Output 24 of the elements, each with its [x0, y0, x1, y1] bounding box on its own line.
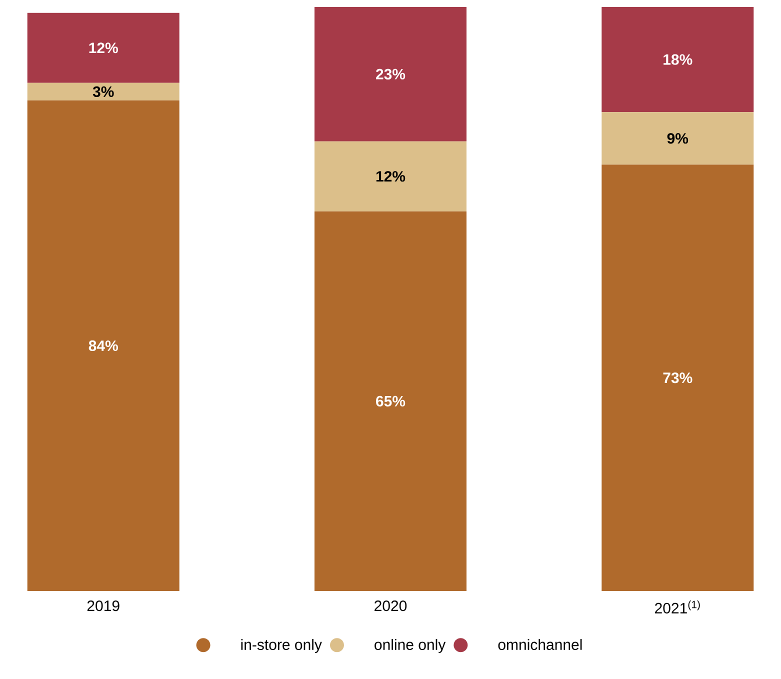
data-label: 18%	[664, 54, 692, 65]
legend-label: online only	[374, 638, 446, 653]
legend-label: omnichannel	[498, 638, 582, 650]
x-tick-label: 2019	[87, 600, 120, 612]
bar	[602, 6, 754, 112]
bar	[602, 164, 754, 591]
data-label: 84%	[88, 340, 118, 352]
bar	[314, 211, 467, 591]
data-label: 73%	[663, 372, 692, 384]
bar	[27, 82, 180, 100]
bar	[314, 6, 467, 142]
data-label: 9%	[667, 133, 688, 144]
data-label: 23%	[376, 68, 406, 80]
x-tick-label: 2021$^{(1)}$	[655, 600, 700, 614]
bar	[314, 141, 467, 212]
data-label: 12%	[89, 42, 118, 54]
data-label: 12%	[376, 171, 406, 182]
legend-label: in-store only	[241, 638, 322, 653]
x-tick-label: 2020	[374, 600, 407, 612]
bar	[27, 12, 180, 83]
bar	[27, 100, 180, 591]
data-label: 3%	[92, 86, 114, 97]
bar	[602, 112, 754, 165]
data-label: 65%	[376, 396, 406, 406]
